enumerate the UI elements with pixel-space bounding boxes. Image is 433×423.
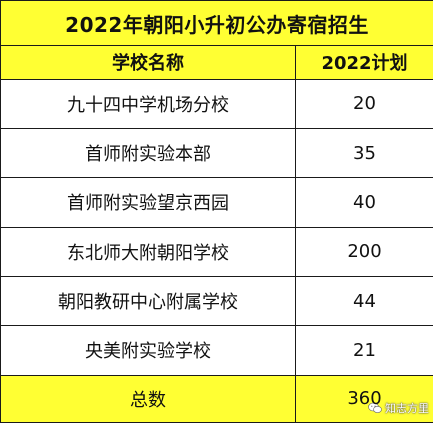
header-school-name: 学校名称: [0, 45, 296, 80]
plan-count-cell: 35: [294, 127, 433, 179]
table-row: 东北师大附朝阳学校 200: [0, 226, 433, 277]
plan-count-cell: 40: [294, 177, 433, 228]
total-value: 360: [347, 388, 382, 410]
plan-count-cell: 21: [294, 325, 433, 376]
wechat-icon: [368, 402, 382, 414]
plan-count-cell: 20: [294, 78, 433, 129]
total-label-cell: 总数: [0, 374, 296, 423]
table-row: 首师附实验望京西园 40: [0, 177, 433, 228]
total-row: 总数 360 知志方里: [0, 374, 433, 423]
table-row: 朝阳教研中心附属学校 44: [0, 275, 433, 327]
watermark: 知志方里: [368, 400, 429, 416]
school-name-cell: 九十四中学机场分校: [0, 78, 296, 129]
school-name-cell: 首师附实验本部: [0, 127, 296, 179]
header-plan: 2022计划: [294, 45, 433, 80]
school-name-cell: 朝阳教研中心附属学校: [0, 275, 296, 327]
table-row: 央美附实验学校 21: [0, 325, 433, 376]
school-name-cell: 东北师大附朝阳学校: [0, 226, 296, 277]
table-row: 九十四中学机场分校 20: [0, 78, 433, 129]
total-value-cell: 360 知志方里: [294, 374, 433, 423]
watermark-text: 知志方里: [385, 402, 430, 415]
header-row: 学校名称 2022计划: [0, 45, 433, 80]
plan-count-cell: 200: [294, 226, 433, 277]
school-name-cell: 央美附实验学校: [0, 325, 296, 376]
table-title: 2022年朝阳小升初公办寄宿招生: [0, 0, 433, 47]
table-row: 首师附实验本部 35: [0, 127, 433, 179]
plan-count-cell: 44: [294, 275, 433, 327]
school-name-cell: 首师附实验望京西园: [0, 177, 296, 228]
title-row: 2022年朝阳小升初公办寄宿招生: [0, 0, 433, 47]
